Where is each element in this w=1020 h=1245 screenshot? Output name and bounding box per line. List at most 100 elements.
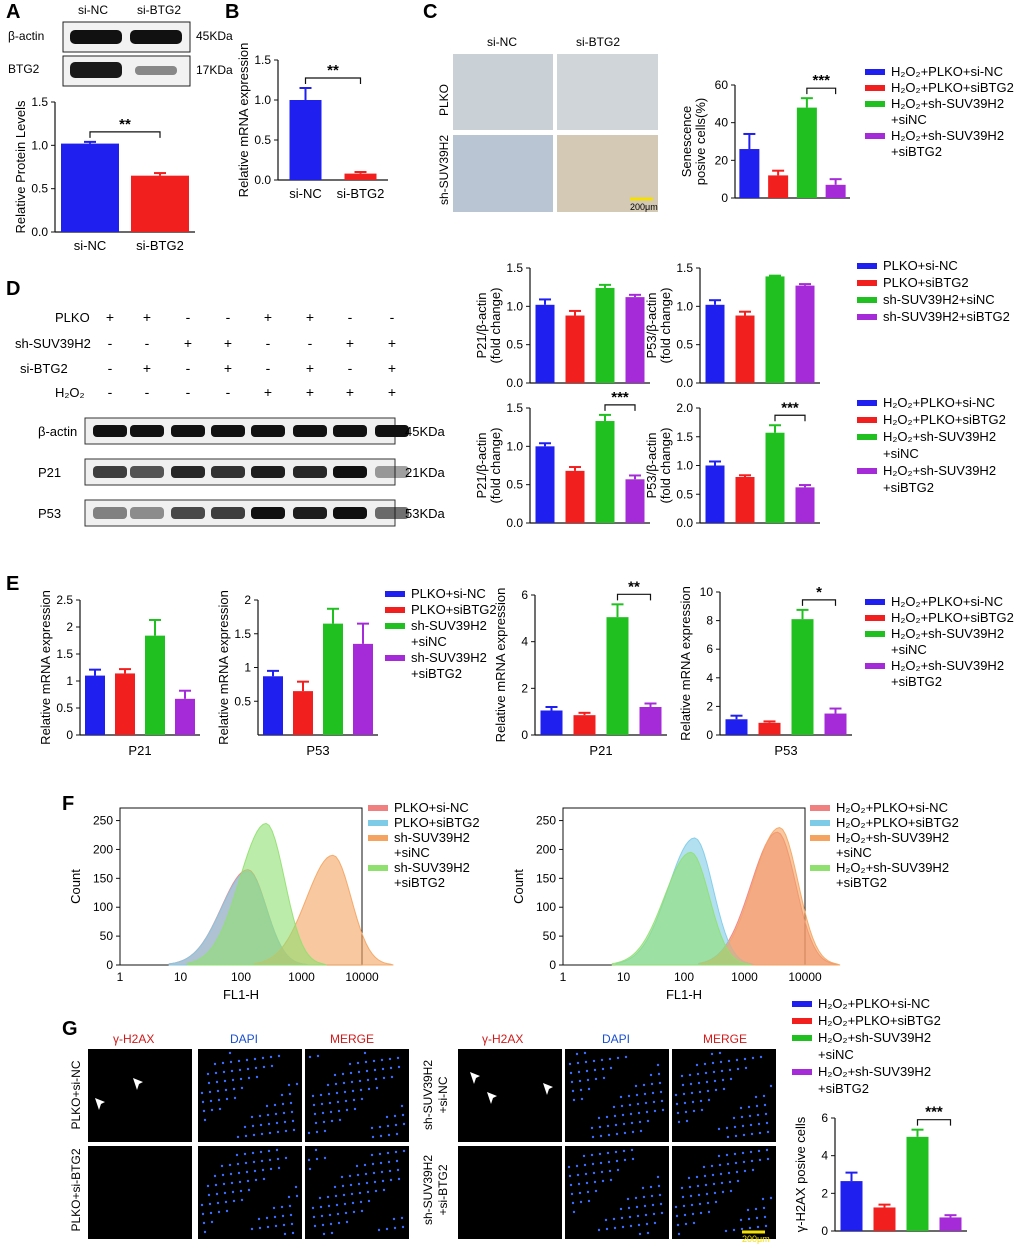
nucleus-dot: [597, 1228, 601, 1232]
nucleus-dot: [315, 1130, 319, 1134]
nucleus-dot: [758, 1158, 762, 1162]
significance-bracket: [916, 1119, 952, 1126]
nucleus-dot: [605, 1115, 609, 1119]
legend-swatch: [385, 655, 405, 661]
legend-swatch: [368, 820, 388, 826]
nucleus-dot: [269, 1055, 273, 1059]
y-tick-label: 50: [100, 929, 114, 943]
y-tick-label: 0: [66, 728, 73, 742]
significance-bracket: [304, 77, 362, 84]
fluorescence-tile: [198, 1049, 302, 1142]
nucleus-dot: [691, 1100, 695, 1104]
g-row-3a: sh-SUV39H2: [421, 1060, 435, 1130]
bar: [906, 1136, 929, 1231]
y-tick-label: 1.0: [506, 299, 523, 313]
nucleus-dot: [340, 1175, 344, 1179]
legend-label: H₂O₂+sh-SUV39H2: [891, 626, 1004, 641]
nucleus-dot: [594, 1189, 598, 1193]
nucleus-dot: [228, 1051, 232, 1055]
nucleus-dot: [222, 1182, 226, 1186]
blot-d-row-2: P21: [38, 465, 61, 480]
legend-label: +siBTG2: [836, 875, 887, 890]
legend-label: +siBTG2: [411, 666, 462, 681]
nucleus-dot: [254, 1066, 258, 1070]
nucleus-dot: [763, 1103, 767, 1107]
blot-band: [293, 507, 327, 519]
blot-band: [375, 466, 409, 478]
blot-band: [130, 507, 164, 519]
nucleus-dot: [606, 1124, 610, 1128]
nucleus-dot: [621, 1113, 625, 1117]
nucleus-dot: [703, 1174, 707, 1178]
charts-layer: 0.0 0.5 1.0 1.5 si-NC si-BTG2 Relative Protein…: [13, 43, 967, 1238]
nucleus-dot: [386, 1124, 390, 1128]
nucleus-dot: [725, 1126, 729, 1130]
nucleus-dot: [292, 1128, 296, 1132]
nucleus-dot: [218, 1107, 222, 1111]
nucleus-dot: [699, 1211, 703, 1215]
nucleus-dot: [700, 1108, 704, 1112]
nucleus-dot: [210, 1220, 214, 1224]
nucleus-dot: [656, 1175, 660, 1179]
nucleus-dot: [214, 1071, 218, 1075]
nucleus-dot: [592, 1059, 596, 1063]
y-tick-label: 20: [715, 153, 729, 167]
nucleus-dot: [319, 1205, 323, 1209]
nucleus-dot: [613, 1114, 617, 1118]
legend-label: H₂O₂+sh-SUV39H2: [883, 463, 996, 478]
legend-label: +siNC: [891, 642, 927, 657]
significance-label: ***: [781, 399, 799, 416]
nucleus-dot: [757, 1149, 761, 1153]
blot-a-band-actin-1: [70, 30, 122, 44]
nucleus-dot: [607, 1160, 611, 1164]
nucleus-dot: [750, 1159, 754, 1163]
chart-d4: 0.0 0.5 1.0 1.5 2.0 P53/β-actin (fold change) *…: [644, 399, 820, 530]
legend-f1: PLKO+si-NCPLKO+siBTG2sh-SUV39H2+siNCsh-S…: [368, 800, 480, 890]
nucleus-dot: [649, 1073, 653, 1077]
nucleus-dot: [586, 1190, 590, 1194]
nucleus-dot: [676, 1111, 680, 1115]
blot-band: [130, 425, 164, 437]
nucleus-dot: [741, 1124, 745, 1128]
arrowhead-marker: [487, 1092, 497, 1104]
y-tick-label: 1.5: [56, 647, 73, 661]
nucleus-dot: [338, 1118, 342, 1122]
chart-g: 0 2 4 6 γ-H2AX posive cells ***: [793, 1104, 967, 1238]
nucleus-dot: [639, 1129, 643, 1133]
nucleus-dot: [355, 1164, 359, 1168]
nucleus-dot: [207, 1081, 211, 1085]
legend-label: H₂O₂+PLKO+si-NC: [836, 800, 948, 815]
legend-swatch: [857, 314, 877, 320]
nucleus-dot: [350, 1192, 354, 1196]
nucleus-dot: [318, 1196, 322, 1200]
nucleus-dot: [259, 1150, 263, 1154]
nucleus-dot: [397, 1065, 401, 1069]
bar: [323, 623, 343, 735]
chart-e3: 0 2 4 6 Relative mRNA expression P21 **: [493, 578, 667, 758]
nucleus-dot: [579, 1088, 583, 1092]
nucleus-dot: [260, 1132, 264, 1136]
nucleus-dot: [717, 1154, 721, 1158]
nucleus-dot: [732, 1228, 736, 1232]
y-tick-label: 1.0: [506, 439, 523, 453]
legend-swatch: [857, 417, 877, 423]
legend-label: +siNC: [411, 634, 447, 649]
y-tick-label: 6: [706, 642, 713, 656]
nucleus-dot: [718, 1051, 722, 1055]
blot-band: [130, 466, 164, 478]
legend-swatch: [857, 263, 877, 269]
nucleus-dot: [705, 1192, 709, 1196]
legend-label: sh-SUV39H2: [394, 860, 470, 875]
nucleus-dot: [754, 1095, 758, 1099]
nucleus-dot: [220, 1164, 224, 1168]
nucleus-dot: [229, 1172, 233, 1176]
nucleus-dot: [250, 1115, 254, 1119]
significance-bracket: [806, 87, 837, 95]
nucleus-dot: [294, 1185, 298, 1189]
y-tick-label: 1.5: [234, 627, 251, 641]
nucleus-dot: [622, 1149, 626, 1153]
nucleus-dot: [288, 1092, 292, 1096]
legend-swatch: [368, 805, 388, 811]
nucleus-dot: [381, 1179, 385, 1183]
nucleus-dot: [651, 1203, 655, 1207]
